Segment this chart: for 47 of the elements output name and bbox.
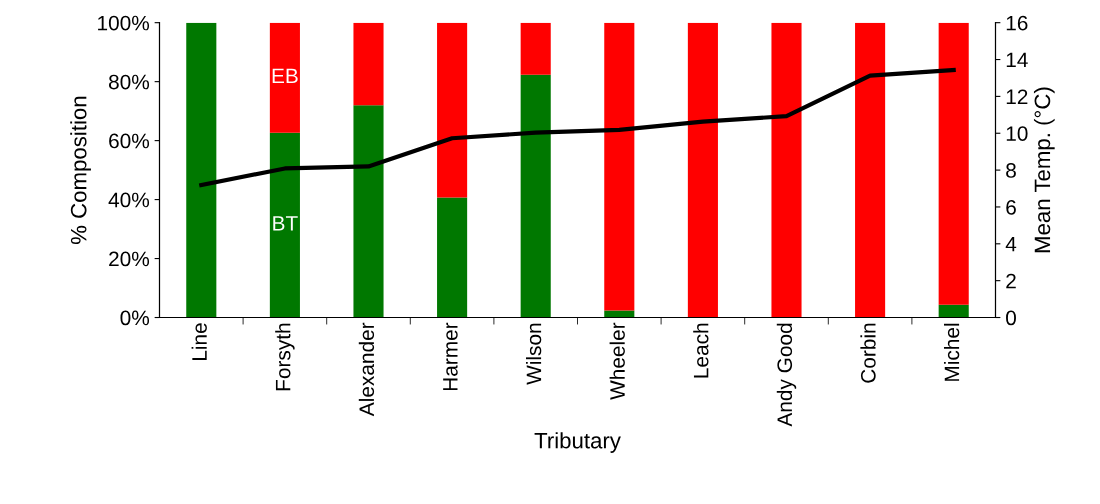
bar (269, 132, 300, 318)
y2-tick-label: 14 (1006, 52, 1028, 68)
x-axis-title: Tributary (534, 432, 621, 453)
y2-tick-label: 12 (1006, 89, 1028, 104)
y2-tick-label: 2 (1006, 273, 1016, 289)
y-tick-label: 100% (98, 15, 150, 31)
y-tick-label: 0% (120, 310, 150, 326)
x-tick-label: Line (191, 323, 207, 361)
bar (437, 22, 468, 198)
bar (938, 304, 969, 318)
bar (437, 197, 468, 318)
y2-tick-label: 4 (1005, 237, 1017, 252)
bar (269, 22, 300, 133)
y2-axis-title: Mean Temp. (°C) (1033, 87, 1055, 253)
x-tick-label: Harmer (443, 322, 458, 391)
x-tick-label: Forsyth (275, 323, 295, 391)
y2-tick-label: 8 (1006, 163, 1016, 178)
bar (771, 22, 802, 318)
bar (186, 22, 217, 318)
y-axis-title: % Composition (70, 96, 91, 245)
bar (604, 310, 635, 318)
bar (855, 22, 886, 318)
bar (520, 22, 551, 75)
y2-tick-label: 10 (1006, 126, 1028, 141)
y2-tick-label: 0 (1006, 310, 1016, 326)
y-tick-label: 80% (108, 74, 150, 90)
bar (353, 22, 384, 106)
x-tick-label: Alexander (358, 322, 375, 417)
y2-tick-label: 6 (1006, 199, 1016, 215)
x-tick-label: Leach (693, 323, 709, 378)
x-tick-label: Andy Good (776, 323, 797, 427)
y-tick-label: 20% (109, 251, 150, 267)
bar (938, 22, 969, 305)
y-tick-label: 60% (109, 133, 150, 149)
y-tick-label: 40% (108, 192, 150, 208)
y2-tick-label: 16 (1006, 15, 1028, 31)
bar (604, 22, 635, 311)
line-series (199, 67, 956, 188)
bar (353, 105, 384, 318)
x-tick-label: Michel (943, 323, 960, 381)
x-tick-label: Wilson (525, 323, 542, 385)
bar (520, 74, 551, 318)
x-tick-label: Corbin (860, 323, 876, 383)
x-tick-label: Wheeler (609, 322, 625, 400)
series-label: EB (272, 68, 298, 84)
series-label: BT (273, 216, 298, 231)
bar (687, 22, 718, 318)
